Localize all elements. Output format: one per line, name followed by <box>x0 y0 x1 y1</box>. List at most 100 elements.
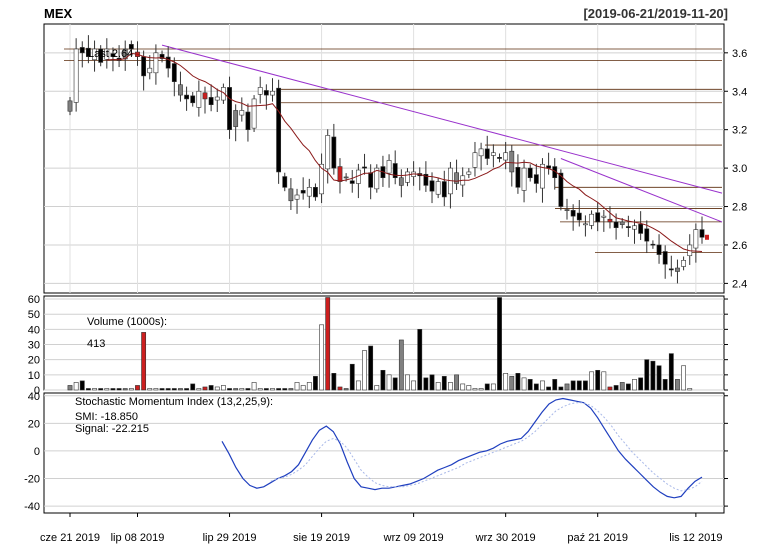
candle-body <box>251 98 257 129</box>
volume-bar <box>435 382 441 391</box>
candle-body <box>490 152 496 156</box>
volume-bar <box>159 388 165 391</box>
volume-bar <box>73 382 79 391</box>
candle-body <box>668 268 674 271</box>
volume-bar <box>239 388 245 391</box>
smi-tick-label: 40 <box>28 391 40 403</box>
volume-bar <box>644 359 650 391</box>
smi-tick-label: 0 <box>34 446 40 458</box>
candle-body <box>632 225 637 230</box>
volume-bar <box>270 388 275 391</box>
candle-body <box>681 260 686 267</box>
candle-body <box>79 47 85 54</box>
volume-bar <box>533 383 539 391</box>
candle-body <box>398 177 404 186</box>
volume-bar <box>178 388 183 391</box>
candle-body <box>589 213 594 226</box>
smi-tick-label: -20 <box>24 474 40 486</box>
volume-bar <box>540 380 545 391</box>
candle-body <box>478 148 484 157</box>
volume-bar <box>441 376 447 391</box>
candle-body <box>662 251 668 265</box>
volume-bar <box>423 377 429 391</box>
candle-body <box>533 174 539 184</box>
volume-bar <box>184 388 189 391</box>
volume-bar <box>337 386 343 391</box>
candle-body <box>257 87 263 95</box>
volume-bar <box>681 365 686 391</box>
candle-body <box>104 48 110 60</box>
candle-body <box>638 223 644 234</box>
volume-bar <box>67 385 73 391</box>
candle-body <box>141 56 147 77</box>
volume-bar <box>521 377 527 391</box>
last-label: Last 2.64 <box>88 48 133 60</box>
x-tick-label: wrz 30 2019 <box>475 532 536 544</box>
volume-tick-label: 30 <box>28 340 40 352</box>
volume-bar <box>527 379 533 391</box>
volume-bar <box>460 383 466 391</box>
candle-body <box>178 84 183 96</box>
volume-bar <box>196 388 202 391</box>
candle-body <box>656 244 662 255</box>
candle-body <box>171 63 177 82</box>
candle-body <box>196 90 202 108</box>
chart-title: MEX <box>44 6 73 21</box>
candle-body <box>521 167 527 191</box>
volume-bar <box>306 382 312 391</box>
volume-bar <box>576 380 582 391</box>
volume-tick-label: 50 <box>28 309 40 321</box>
smi-title: Stochastic Momentum Index (13,2,25,9): <box>75 396 273 408</box>
candle-body <box>368 172 374 188</box>
volume-bar <box>570 380 576 391</box>
volume-bar <box>263 388 269 391</box>
volume-bar <box>349 363 355 391</box>
candle-body <box>220 87 226 101</box>
volume-bar <box>662 379 668 391</box>
volume-bar <box>220 385 226 391</box>
candle-body <box>208 97 214 106</box>
candle-body <box>601 215 607 218</box>
candle-body <box>441 181 447 198</box>
candle-body <box>263 90 269 96</box>
volume-bar <box>288 388 294 391</box>
volume-bar <box>282 388 288 391</box>
volume-bar <box>245 388 251 391</box>
volume-tick-label: 20 <box>28 355 40 367</box>
volume-bar <box>429 374 435 391</box>
volume-bar <box>147 388 153 391</box>
volume-bar <box>374 385 380 391</box>
volume-bar <box>325 297 331 391</box>
volume-bar <box>141 332 147 391</box>
volume-bar <box>448 382 453 391</box>
volume-bar <box>675 379 680 391</box>
volume-bar <box>552 379 558 391</box>
candle-body <box>576 212 582 221</box>
x-tick-label: lip 29 2019 <box>203 532 257 544</box>
candle-body <box>313 187 318 198</box>
volume-bar <box>564 383 570 391</box>
volume-bar <box>380 369 386 391</box>
x-tick-label: cze 21 2019 <box>40 532 100 544</box>
candle-body <box>374 167 380 190</box>
volume-bar <box>668 353 674 391</box>
smi-value-label: SMI: -18.850 <box>75 411 138 423</box>
volume-bar <box>411 380 417 391</box>
smi-line <box>221 397 703 499</box>
trendline-lower <box>560 158 723 223</box>
candle-body <box>619 221 625 225</box>
volume-bar <box>509 376 515 391</box>
volume-bar <box>687 388 693 391</box>
volume-bar <box>607 386 613 391</box>
candle-body <box>202 92 208 100</box>
volume-bar <box>613 385 619 391</box>
volume-bar <box>104 388 110 391</box>
volume-bar <box>313 376 318 391</box>
candle-body <box>613 221 619 228</box>
volume-last-value: 413 <box>87 338 105 350</box>
x-tick-label: lis 12 2019 <box>669 532 722 544</box>
volume-bar <box>368 345 374 391</box>
volume-tick-label: 0 <box>34 385 40 397</box>
price-tick-label: 2.4 <box>732 278 747 290</box>
volume-tick-label: 40 <box>28 324 40 336</box>
